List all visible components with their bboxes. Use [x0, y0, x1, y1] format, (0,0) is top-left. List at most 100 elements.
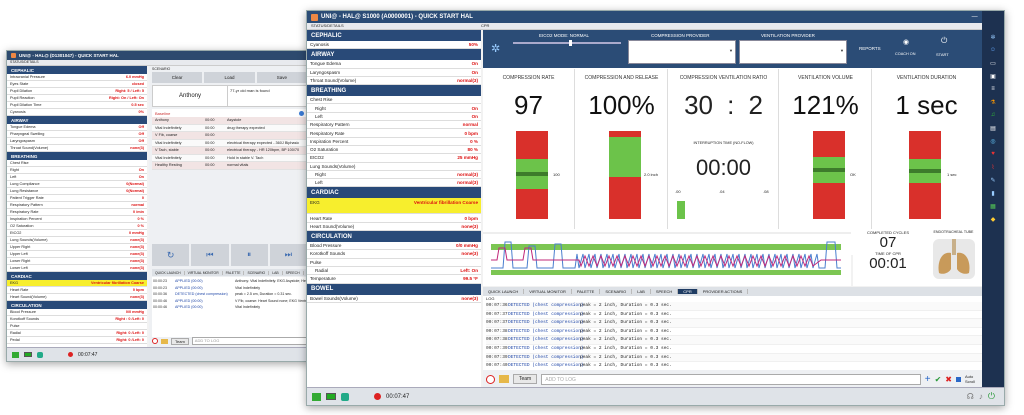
eico2-slider[interactable]	[513, 42, 621, 44]
save-button[interactable]: Save	[256, 72, 307, 83]
speaker-icon[interactable]: ♪	[978, 392, 983, 401]
vital-row[interactable]: Cyanosis 0%	[7, 109, 147, 116]
add-icon[interactable]: +	[924, 373, 931, 385]
vital-row[interactable]: Throat Sound(Volume) none(3)	[7, 145, 147, 152]
vital-row[interactable]: Lung Sounds(Volume) none(3)	[7, 237, 147, 244]
reports-button[interactable]: REPORTS	[859, 46, 881, 51]
team-button[interactable]: Team	[513, 374, 538, 384]
info-icon[interactable]	[299, 110, 304, 116]
delete-icon[interactable]: ✖	[945, 374, 952, 384]
section-circulation[interactable]: CIRCULATION	[307, 231, 481, 243]
vital-row[interactable]: Laryngospasm On	[307, 69, 481, 77]
check-icon[interactable]: ✔	[934, 374, 942, 384]
vital-row[interactable]: Right On	[7, 167, 147, 174]
vital-row[interactable]: O2 Saturation 0 %	[7, 223, 147, 230]
list-icon[interactable]: ≡	[991, 86, 995, 92]
vital-row[interactable]: Tongue Edema On	[307, 60, 481, 69]
vital-row[interactable]: Bowel Sounds(Volume) none(3)	[307, 295, 481, 303]
vital-row[interactable]: Respiratory Rate 0 /min	[7, 209, 147, 216]
tab-lab[interactable]: LAB	[632, 289, 651, 294]
vital-row[interactable]: Inspiration Percent 0 %	[307, 138, 481, 146]
vital-row[interactable]: Left normal(3)	[307, 179, 481, 188]
tab-cpr[interactable]: CPR	[678, 289, 698, 294]
vital-row[interactable]: Pulse	[307, 259, 481, 267]
vital-row[interactable]: Chest Rise	[7, 160, 147, 167]
settings-icon[interactable]: ✲	[491, 43, 501, 55]
ventilation-dropdown-icon[interactable]: ▼	[840, 48, 844, 53]
section-airway[interactable]: AIRWAY	[307, 49, 481, 61]
vital-row[interactable]: Inspiration Percent 0 %	[7, 216, 147, 223]
vital-row[interactable]: Left On	[7, 174, 147, 181]
scenario-icon[interactable]: ◆	[990, 216, 996, 223]
vital-row[interactable]: Heart Rate 0 bpm	[307, 214, 481, 223]
back-tab[interactable]: SPEECH	[283, 270, 304, 275]
flask-icon[interactable]: ⚗	[990, 99, 996, 106]
tab-virtual-monitor[interactable]: VIRTUAL MONITOR	[524, 289, 572, 294]
record-icon[interactable]	[152, 338, 158, 344]
vital-row[interactable]: Pulse	[7, 323, 147, 330]
vital-row[interactable]: Upper Left none(3)	[7, 251, 147, 258]
add-log-input[interactable]: ADD TO LOG	[541, 373, 921, 385]
vital-row[interactable]: O2 Saturation 80 %	[307, 146, 481, 155]
vital-row[interactable]: Tongue Edema Off	[7, 124, 147, 131]
vital-row[interactable]: Right normal(3)	[307, 171, 481, 180]
stethoscope-icon[interactable]: ◎	[990, 138, 996, 145]
vital-row[interactable]: Left On	[307, 113, 481, 122]
back-add-log-input[interactable]: ADD TO LOG	[191, 337, 307, 345]
back-tab[interactable]: VIRTUAL MONITOR	[185, 270, 223, 275]
folder-icon[interactable]	[161, 338, 168, 344]
skip-back-icon[interactable]: ⏮	[191, 244, 229, 266]
ventilation-provider-select[interactable]	[739, 40, 847, 64]
table-row[interactable]: V Tach, stable 00:00 electrical therapy - …	[152, 147, 307, 155]
vital-row[interactable]: Pupil Reaction Right: On / Left: On	[7, 95, 147, 102]
reset-icon[interactable]: ↻	[152, 244, 190, 266]
table-row[interactable]: Vital Indefinitely 00:00 electrical therap…	[152, 139, 307, 147]
back-section-cardiac[interactable]: CARDIAC	[7, 272, 147, 280]
vital-row[interactable]: Upper Right none(3)	[7, 244, 147, 251]
vital-row[interactable]: Respiratory Pattern normal	[7, 202, 147, 209]
patient-card[interactable]: Anthony 77-yr old man is found	[152, 85, 307, 107]
vital-row[interactable]: Pharyngeal Swelling Off	[7, 131, 147, 138]
vital-row[interactable]: Laryngospasm Off	[7, 138, 147, 145]
vital-row[interactable]: EtCO2 25 mmHg	[307, 154, 481, 163]
section-breathing[interactable]: BREATHING	[307, 85, 481, 97]
record-icon[interactable]	[486, 374, 495, 384]
tab-quick-launch[interactable]: QUICK LAUNCH	[483, 289, 525, 294]
back-team-button[interactable]: Team	[171, 337, 189, 345]
vital-row[interactable]: Respiratory Pattern normal	[307, 121, 481, 130]
table-row[interactable]: V Fib, coarse 00:00	[152, 132, 307, 140]
tablet-icon[interactable]: ▮	[991, 190, 995, 197]
coach-on-button[interactable]: COACH ON	[895, 52, 916, 56]
skip-forward-icon[interactable]: ⏭	[269, 244, 307, 266]
vital-row[interactable]: Eyes State closed	[7, 81, 147, 88]
vital-row[interactable]: Pupil Dilation Right: 5 / Left: 5	[7, 88, 147, 95]
chat-icon[interactable]: ▭	[990, 60, 996, 67]
back-tab[interactable]: SCENARIO	[244, 270, 270, 275]
table-row[interactable]: Vital Indefinitely 00:00 Hold in stable V.…	[152, 154, 307, 162]
compression-provider-select[interactable]	[628, 40, 736, 64]
section-cardiac[interactable]: CARDIAC	[307, 187, 481, 199]
start-icon[interactable]: ⏻	[941, 36, 948, 45]
vital-row[interactable]: Chest Rise	[307, 96, 481, 105]
tab-scenario[interactable]: SCENARIO	[600, 289, 633, 294]
vital-row[interactable]: Blood Pressure 0/0 mmHg	[307, 242, 481, 251]
headphones-icon[interactable]: ♫	[990, 112, 996, 118]
tab-speech[interactable]: SPEECH	[651, 289, 679, 294]
table-row[interactable]: Vital Indefinitely 00:00 drug therapy expe…	[152, 124, 307, 132]
vital-row[interactable]: Intracranial Pressure 6.0 mmHg	[7, 74, 147, 81]
vital-row[interactable]: Temperature 99.5 °F	[307, 275, 481, 284]
back-section-cephalic[interactable]: CEPHALIC	[7, 66, 147, 74]
coach-icon[interactable]: ◉	[903, 39, 910, 46]
vital-row[interactable]: Heart Rate 0 bpm	[7, 287, 147, 294]
section-bowel[interactable]: BOWEL	[307, 283, 481, 295]
auto-scroll-checkbox[interactable]	[956, 376, 961, 382]
tab-palette[interactable]: PALETTE	[572, 289, 601, 294]
back-section-airway[interactable]: AIRWAY	[7, 116, 147, 124]
back-tab[interactable]: PALETTE	[223, 270, 245, 275]
back-section-breathing[interactable]: BREATHING	[7, 152, 147, 160]
vital-row[interactable]: Korotkoff Sounds Right : 0 /Left: 0	[7, 316, 147, 323]
start-button[interactable]: START	[936, 52, 949, 57]
folder-icon[interactable]	[499, 375, 509, 383]
compression-dropdown-icon[interactable]: ▼	[729, 48, 733, 53]
vital-row[interactable]: Lung Resistance 0(Normal)	[7, 188, 147, 195]
